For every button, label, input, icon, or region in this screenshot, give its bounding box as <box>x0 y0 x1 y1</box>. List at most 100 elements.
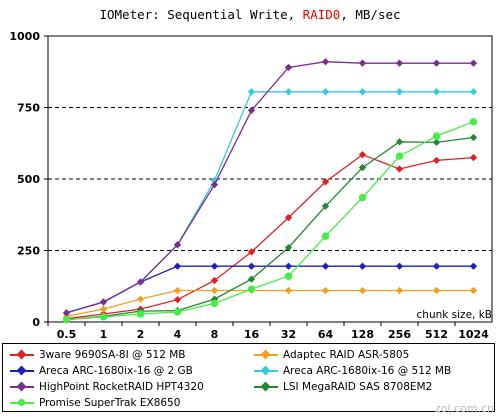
y-tick-label: 750 <box>17 102 40 115</box>
series-line <box>66 61 474 314</box>
data-point <box>469 133 478 142</box>
data-point <box>358 193 367 202</box>
data-point <box>247 88 256 96</box>
tick-layer: 0 250 500 750 1000 0.5 1 2 4 8 16 32 64 128 256 512 1024 <box>9 30 489 340</box>
data-point <box>469 59 478 67</box>
x-axis-label: chunk size, kB <box>417 309 492 321</box>
data-point <box>395 152 404 160</box>
data-point <box>321 178 330 186</box>
x-tick-label: 8 <box>211 328 219 340</box>
x-tick-label: 4 <box>174 328 182 340</box>
data-point <box>469 262 478 270</box>
data-point <box>469 118 478 126</box>
y-tick-label: 500 <box>17 173 40 186</box>
data-point <box>395 59 404 67</box>
data-point <box>358 163 367 172</box>
data-point <box>247 262 256 270</box>
x-tick-label: 512 <box>425 328 448 340</box>
data-point <box>284 262 293 270</box>
chart-title-highlight: RAID0 <box>303 7 341 22</box>
chart-svg: IOMeter: Sequential Write, RAID0, MB/sec… <box>9 7 493 340</box>
legend-label: Promise SuperTrak EX8650 <box>39 396 181 409</box>
legend-item: 3ware 9690SA-8I @ 512 MB <box>9 347 186 362</box>
data-point <box>358 286 367 295</box>
series-line <box>66 91 474 314</box>
data-point <box>136 278 145 286</box>
data-point <box>469 88 478 96</box>
legend-label: 3ware 9690SA-8I @ 512 MB <box>39 348 186 361</box>
y-tick-label: 1000 <box>9 30 40 43</box>
legend-label: LSI MegaRAID SAS 8708EM2 <box>283 380 433 393</box>
series-line <box>66 289 474 317</box>
series-line <box>66 153 474 320</box>
legend-label: Adaptec RAID ASR-5805 <box>283 348 410 361</box>
data-point <box>321 286 330 295</box>
legend-item: Promise SuperTrak EX8650 <box>9 395 180 410</box>
data-point <box>284 243 293 252</box>
grid-layer <box>48 107 492 251</box>
data-point <box>358 262 367 270</box>
legend-swatch <box>253 349 279 361</box>
series-line <box>66 136 474 321</box>
data-point <box>432 132 441 140</box>
legend-swatch <box>9 381 35 393</box>
data-point <box>284 213 293 222</box>
data-point <box>99 313 108 321</box>
data-point <box>395 262 404 270</box>
data-point <box>210 276 219 285</box>
data-point <box>358 88 367 96</box>
data-point <box>432 156 441 165</box>
data-point <box>432 286 441 295</box>
data-point <box>173 262 182 270</box>
data-point <box>173 295 182 304</box>
series-layer <box>62 57 478 324</box>
data-point <box>432 138 441 147</box>
watermark: zol.com.cn <box>434 402 494 415</box>
series-6 <box>62 133 478 324</box>
data-point <box>284 286 293 295</box>
data-point <box>395 165 404 173</box>
series-5 <box>62 57 478 317</box>
data-point <box>173 241 182 249</box>
legend-swatch <box>9 365 35 377</box>
data-point <box>247 248 256 256</box>
x-tick-label: 256 <box>388 328 411 340</box>
chart-title-suffix: , MB/sec <box>340 7 400 22</box>
series-7 <box>62 118 478 324</box>
legend-item: Areca ARC-1680ix-16 @ 2 GB <box>9 363 193 378</box>
data-point <box>173 308 182 316</box>
data-point <box>99 305 108 313</box>
data-point <box>395 286 404 295</box>
series-line <box>66 121 474 321</box>
data-point <box>210 262 219 270</box>
legend-label: HighPoint RocketRAID HPT4320 <box>39 380 204 393</box>
data-point <box>136 310 145 318</box>
x-tick-label: 64 <box>318 328 334 340</box>
data-point <box>99 298 108 306</box>
data-point <box>210 299 219 308</box>
chart-title: IOMeter: Sequential Write, RAID0, MB/sec <box>99 7 400 22</box>
data-point <box>284 272 293 280</box>
data-point <box>432 88 441 96</box>
legend-item: Adaptec RAID ASR-5805 <box>253 347 409 362</box>
x-tick-label: 1024 <box>458 328 489 340</box>
data-point <box>62 316 71 324</box>
legend-item: LSI MegaRAID SAS 8708EM2 <box>253 379 432 394</box>
legend-swatch <box>253 365 279 377</box>
legend-label: Areca ARC-1680ix-16 @ 2 GB <box>39 364 193 377</box>
x-tick-label: 16 <box>244 328 260 340</box>
chart-title-prefix: IOMeter: Sequential Write, <box>99 7 302 22</box>
x-tick-label: 1 <box>100 328 108 340</box>
legend-label: Areca ARC-1680ix-16 @ 512 MB <box>283 364 452 377</box>
data-point <box>432 262 441 270</box>
data-point <box>321 262 330 270</box>
data-point <box>247 106 256 115</box>
chart-legend: 3ware 9690SA-8I @ 512 MB Adaptec RAID ASR… <box>2 343 495 412</box>
data-point <box>321 88 330 96</box>
data-point <box>210 286 219 295</box>
data-point <box>469 286 478 295</box>
series-3 <box>62 262 478 317</box>
x-tick-label: 2 <box>137 328 145 340</box>
data-point <box>395 88 404 96</box>
